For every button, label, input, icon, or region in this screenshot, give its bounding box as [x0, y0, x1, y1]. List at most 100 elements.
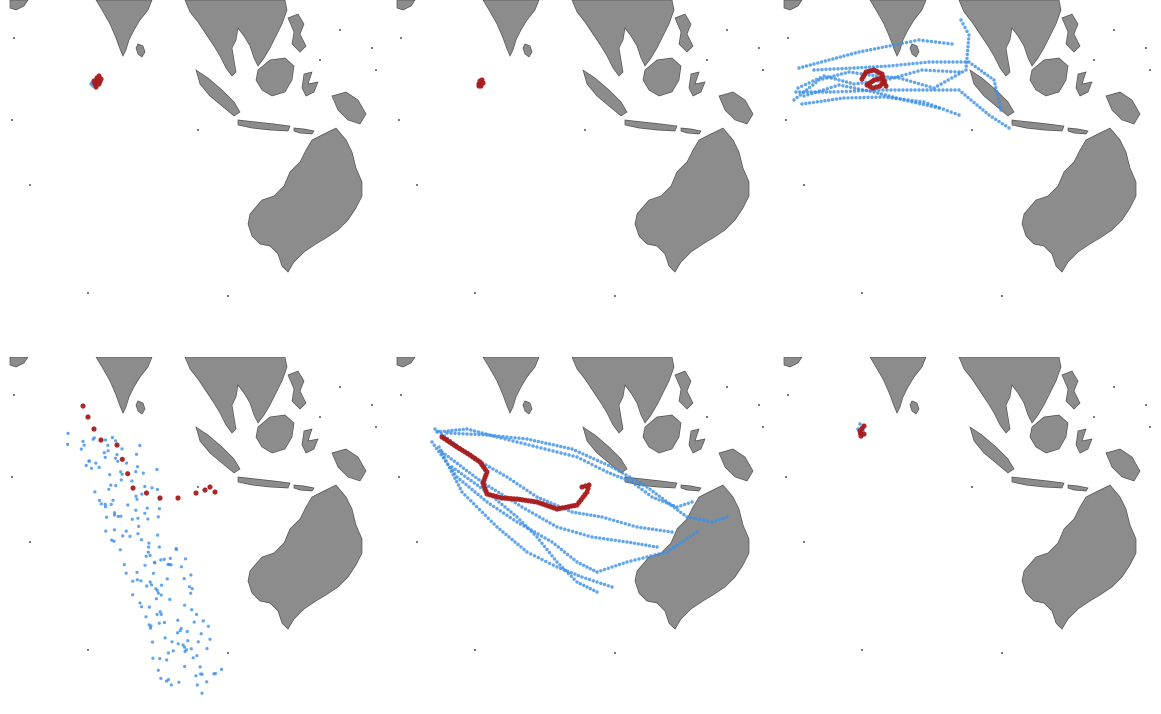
ensemble-track-point	[805, 90, 810, 94]
ensemble-track-point	[915, 61, 919, 65]
landmass	[195, 69, 241, 117]
ensemble-track-point	[483, 513, 487, 517]
ensemble-track-point	[943, 80, 947, 84]
ensemble-track-point	[527, 443, 531, 447]
island-speck	[1113, 386, 1115, 388]
ensemble-track-point	[559, 444, 563, 449]
ensemble-track-point	[134, 470, 138, 474]
ensemble-track-point	[827, 58, 831, 62]
ensemble-track-point	[901, 77, 905, 81]
ensemble-track-point	[205, 647, 209, 651]
ensemble-track-point	[631, 524, 635, 528]
ensemble-track-point	[861, 49, 865, 53]
ensemble-track-point	[967, 60, 971, 64]
landmass	[9, 0, 29, 11]
ensemble-track-point	[526, 526, 531, 531]
ensemble-track-point	[156, 533, 160, 537]
ensemble-track-point	[601, 468, 605, 472]
ensemble-track-point	[522, 486, 526, 490]
ensemble-track-point	[953, 111, 957, 116]
ensemble-track-point	[143, 484, 147, 489]
ensemble-track-point	[536, 555, 540, 560]
ensemble-track-point	[888, 44, 892, 48]
ensemble-track-point	[456, 483, 461, 487]
ensemble-track-point	[946, 78, 950, 82]
ensemble-track-point	[616, 474, 620, 478]
ensemble-track-point	[619, 520, 624, 525]
ensemble-track-point	[942, 41, 946, 45]
ensemble-track-point	[87, 459, 92, 463]
observed-track-point	[91, 426, 97, 432]
ensemble-track-point	[706, 519, 710, 523]
ensemble-track-point	[668, 548, 672, 552]
ensemble-track-point	[136, 532, 140, 536]
ensemble-track-point	[103, 505, 108, 509]
ensemble-track-point	[509, 510, 513, 514]
ensemble-track-point	[949, 88, 953, 92]
ensemble-track-point	[821, 77, 825, 81]
ensemble-track-point	[108, 473, 112, 477]
ensemble-track-point	[466, 496, 470, 500]
ensemble-track-point	[547, 448, 551, 452]
ensemble-track-point	[998, 104, 1002, 109]
observed-track-point	[193, 490, 199, 496]
ensemble-track-point	[113, 456, 117, 460]
ensemble-track-point	[491, 467, 495, 471]
ensemble-track-point	[858, 422, 862, 426]
ensemble-track-point	[126, 503, 130, 507]
ensemble-track-point	[953, 70, 957, 74]
ensemble-track-point	[978, 105, 982, 110]
ensemble-track-point	[444, 459, 448, 463]
ensemble-track-point	[532, 493, 536, 497]
ensemble-track-point	[513, 540, 517, 544]
ensemble-track-point	[848, 66, 852, 70]
ensemble-track-point	[864, 65, 868, 70]
ensemble-track-point	[519, 441, 523, 445]
ensemble-track-point	[830, 97, 835, 102]
ensemble-track-point	[811, 79, 815, 83]
ensemble-track-point	[654, 528, 659, 532]
ensemble-track-point	[176, 642, 180, 646]
ensemble-track-point	[563, 452, 567, 456]
landmass	[688, 428, 706, 454]
ensemble-track-point	[647, 527, 651, 531]
ensemble-track-point	[508, 515, 512, 520]
ensemble-track-point	[905, 88, 909, 92]
ensemble-track-point	[923, 60, 927, 65]
ensemble-track-point	[834, 56, 839, 60]
ensemble-track-point	[599, 581, 603, 585]
ensemble-track-point	[643, 490, 647, 494]
ensemble-track-point	[841, 79, 845, 83]
island-speck	[706, 59, 708, 61]
ensemble-track-point	[588, 567, 592, 571]
ensemble-track-point	[595, 458, 600, 463]
map-panel-2	[387, 0, 774, 357]
ensemble-track-point	[876, 46, 881, 50]
ensemble-track-point	[820, 67, 824, 72]
ensemble-track-point	[676, 508, 680, 512]
island-speck	[87, 649, 89, 651]
ensemble-track-point	[963, 93, 967, 97]
ensemble-track-point	[512, 518, 516, 522]
island-speck	[29, 541, 31, 543]
island-speck	[400, 394, 402, 396]
ensemble-track-point	[912, 70, 916, 74]
ensemble-track-point	[913, 88, 917, 92]
ensemble-track-point	[106, 449, 110, 453]
ensemble-track-point	[517, 436, 521, 440]
ensemble-track-point	[527, 509, 531, 513]
ensemble-track-point	[575, 560, 579, 564]
island-speck	[758, 47, 760, 49]
ensemble-track-point	[535, 495, 539, 499]
ensemble-track-point	[500, 502, 504, 507]
island-speck	[13, 37, 15, 39]
ensemble-track-point	[97, 465, 101, 469]
ensemble-track-point	[852, 82, 856, 86]
landmass	[135, 43, 146, 58]
ensemble-track-point	[686, 501, 690, 505]
ensemble-track-point	[102, 451, 106, 455]
ensemble-track-point	[572, 557, 576, 562]
ensemble-track-point	[140, 492, 144, 496]
island-speck	[785, 119, 787, 121]
ensemble-track-point	[490, 486, 494, 490]
